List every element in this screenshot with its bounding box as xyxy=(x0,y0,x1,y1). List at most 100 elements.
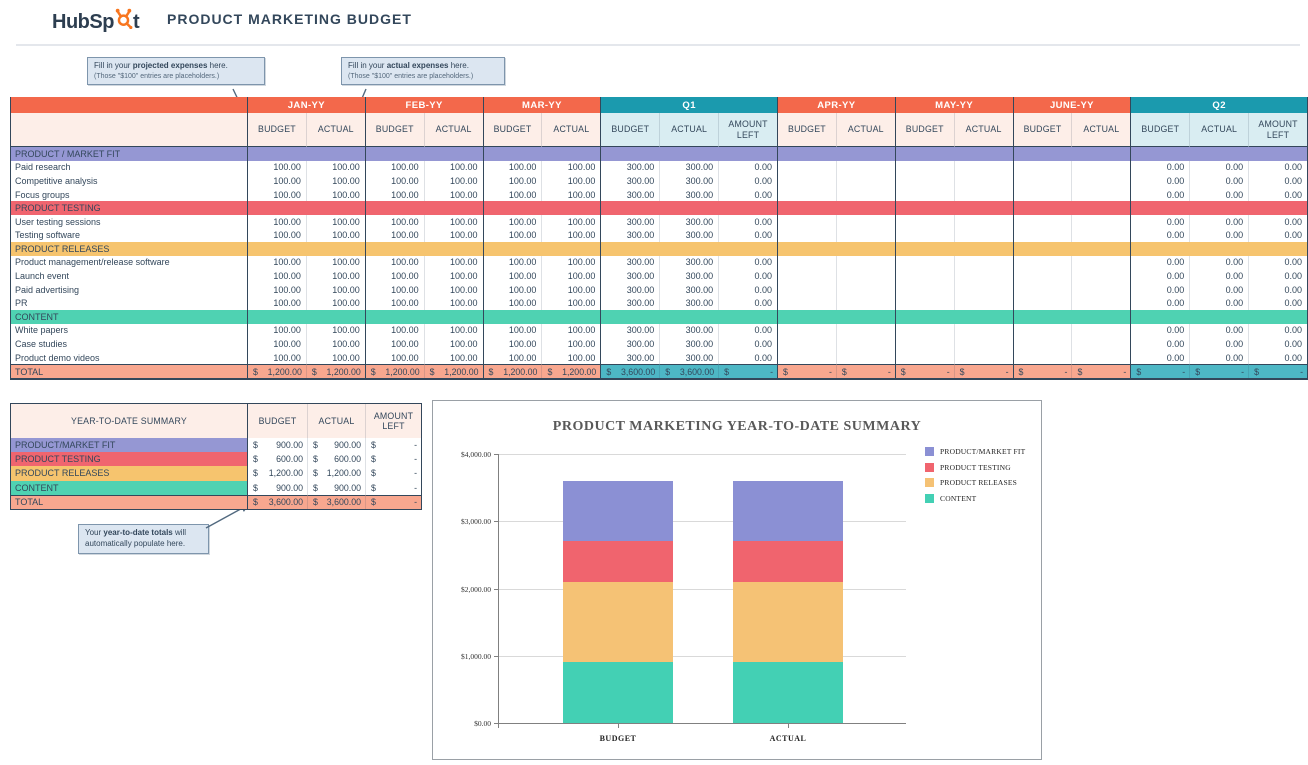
value-cell[interactable] xyxy=(1014,256,1073,270)
value-cell[interactable]: 300.00 xyxy=(660,174,719,188)
value-cell[interactable]: 100.00 xyxy=(248,296,307,310)
value-cell[interactable]: 100.00 xyxy=(425,256,484,270)
value-cell[interactable]: 100.00 xyxy=(484,324,543,338)
value-cell[interactable]: 100.00 xyxy=(542,174,601,188)
value-cell[interactable]: 300.00 xyxy=(601,269,660,283)
total-cell[interactable]: $3,600.00 xyxy=(601,364,660,378)
summary-value-cell[interactable]: $900.00 xyxy=(308,481,366,495)
value-cell[interactable] xyxy=(896,229,955,243)
value-cell[interactable] xyxy=(955,188,1014,202)
value-cell[interactable]: 100.00 xyxy=(366,283,425,297)
total-cell[interactable]: $- xyxy=(1249,364,1308,378)
value-cell[interactable]: 100.00 xyxy=(425,296,484,310)
value-cell[interactable] xyxy=(955,215,1014,229)
value-cell[interactable]: 300.00 xyxy=(601,337,660,351)
value-cell[interactable]: 100.00 xyxy=(248,269,307,283)
total-cell[interactable]: $1,200.00 xyxy=(248,364,307,378)
total-cell[interactable]: $- xyxy=(1072,364,1131,378)
value-cell[interactable] xyxy=(778,269,837,283)
total-cell[interactable]: $- xyxy=(719,364,778,378)
value-cell[interactable]: 100.00 xyxy=(366,337,425,351)
value-cell[interactable] xyxy=(955,174,1014,188)
value-cell[interactable] xyxy=(1072,269,1131,283)
value-cell[interactable]: 300.00 xyxy=(601,283,660,297)
value-cell[interactable] xyxy=(896,296,955,310)
value-cell[interactable] xyxy=(837,324,896,338)
value-cell[interactable] xyxy=(955,161,1014,175)
value-cell[interactable]: 100.00 xyxy=(425,324,484,338)
total-cell[interactable]: $- xyxy=(837,364,896,378)
value-cell[interactable]: 100.00 xyxy=(425,161,484,175)
value-cell[interactable]: 100.00 xyxy=(484,188,543,202)
summary-total-cell[interactable]: $3,600.00 xyxy=(308,495,366,509)
value-cell[interactable]: 0.00 xyxy=(1190,215,1249,229)
value-cell[interactable] xyxy=(778,174,837,188)
value-cell[interactable]: 0.00 xyxy=(1190,269,1249,283)
value-cell[interactable]: 0.00 xyxy=(1249,215,1308,229)
summary-value-cell[interactable]: $900.00 xyxy=(308,438,366,452)
value-cell[interactable]: 100.00 xyxy=(425,215,484,229)
value-cell[interactable]: 100.00 xyxy=(366,161,425,175)
value-cell[interactable] xyxy=(1072,188,1131,202)
value-cell[interactable]: 100.00 xyxy=(307,296,366,310)
value-cell[interactable]: 100.00 xyxy=(307,188,366,202)
value-cell[interactable]: 0.00 xyxy=(1190,229,1249,243)
value-cell[interactable]: 100.00 xyxy=(307,215,366,229)
summary-value-cell[interactable]: $600.00 xyxy=(248,452,308,466)
value-cell[interactable]: 100.00 xyxy=(307,256,366,270)
value-cell[interactable]: 0.00 xyxy=(1131,256,1190,270)
value-cell[interactable]: 100.00 xyxy=(307,161,366,175)
total-cell[interactable]: $- xyxy=(1131,364,1190,378)
total-cell[interactable]: $- xyxy=(778,364,837,378)
value-cell[interactable]: 100.00 xyxy=(542,351,601,365)
value-cell[interactable]: 100.00 xyxy=(366,296,425,310)
summary-value-cell[interactable]: $- xyxy=(366,481,421,495)
value-cell[interactable] xyxy=(778,188,837,202)
value-cell[interactable]: 100.00 xyxy=(484,174,543,188)
value-cell[interactable] xyxy=(1072,256,1131,270)
value-cell[interactable] xyxy=(1072,296,1131,310)
value-cell[interactable]: 100.00 xyxy=(248,351,307,365)
value-cell[interactable]: 300.00 xyxy=(660,229,719,243)
total-cell[interactable]: $1,200.00 xyxy=(366,364,425,378)
value-cell[interactable]: 0.00 xyxy=(1190,283,1249,297)
value-cell[interactable]: 100.00 xyxy=(248,337,307,351)
value-cell[interactable] xyxy=(1014,188,1073,202)
value-cell[interactable]: 100.00 xyxy=(425,229,484,243)
value-cell[interactable]: 100.00 xyxy=(425,188,484,202)
value-cell[interactable] xyxy=(1014,337,1073,351)
summary-total-cell[interactable]: $3,600.00 xyxy=(248,495,308,509)
total-cell[interactable]: $- xyxy=(1190,364,1249,378)
value-cell[interactable]: 0.00 xyxy=(1190,188,1249,202)
value-cell[interactable]: 0.00 xyxy=(1131,215,1190,229)
value-cell[interactable]: 0.00 xyxy=(1190,337,1249,351)
value-cell[interactable] xyxy=(955,337,1014,351)
summary-value-cell[interactable]: $- xyxy=(366,452,421,466)
summary-value-cell[interactable]: $- xyxy=(366,438,421,452)
value-cell[interactable]: 100.00 xyxy=(425,174,484,188)
value-cell[interactable] xyxy=(955,229,1014,243)
value-cell[interactable] xyxy=(778,337,837,351)
total-cell[interactable]: $1,200.00 xyxy=(484,364,543,378)
value-cell[interactable]: 100.00 xyxy=(248,188,307,202)
value-cell[interactable]: 0.00 xyxy=(1190,256,1249,270)
value-cell[interactable]: 100.00 xyxy=(248,161,307,175)
value-cell[interactable] xyxy=(1072,283,1131,297)
value-cell[interactable]: 300.00 xyxy=(601,229,660,243)
value-cell[interactable]: 100.00 xyxy=(366,229,425,243)
value-cell[interactable]: 300.00 xyxy=(601,188,660,202)
value-cell[interactable]: 300.00 xyxy=(601,351,660,365)
value-cell[interactable]: 100.00 xyxy=(425,337,484,351)
value-cell[interactable]: 100.00 xyxy=(366,256,425,270)
value-cell[interactable]: 0.00 xyxy=(719,229,778,243)
value-cell[interactable]: 0.00 xyxy=(719,324,778,338)
value-cell[interactable] xyxy=(955,269,1014,283)
value-cell[interactable] xyxy=(955,283,1014,297)
value-cell[interactable]: 300.00 xyxy=(660,188,719,202)
value-cell[interactable]: 100.00 xyxy=(542,188,601,202)
value-cell[interactable]: 100.00 xyxy=(542,337,601,351)
total-cell[interactable]: $1,200.00 xyxy=(307,364,366,378)
value-cell[interactable]: 300.00 xyxy=(660,256,719,270)
value-cell[interactable]: 300.00 xyxy=(660,269,719,283)
summary-value-cell[interactable]: $600.00 xyxy=(308,452,366,466)
